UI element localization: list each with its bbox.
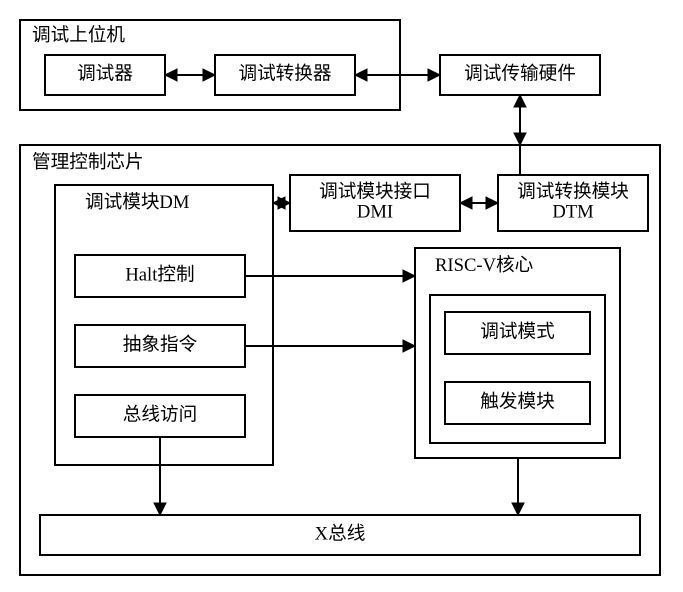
abstract_cmd-label: 抽象指令 [123, 334, 198, 355]
abstract_cmd: 抽象指令 [75, 325, 245, 367]
halt-label: Halt控制 [125, 264, 194, 285]
chip-title: 管理控制芯片 [32, 152, 144, 173]
bus_access: 总线访问 [75, 395, 245, 437]
dmi: 调试模块接口DMI [290, 175, 460, 231]
xbus-label: X总线 [315, 523, 366, 544]
trigger_mod-label: 触发模块 [480, 391, 555, 412]
halt: Halt控制 [75, 255, 245, 297]
dmi-label: 调试模块接口 [319, 181, 431, 202]
transport_hw: 调试传输硬件 [440, 55, 600, 95]
dtm: 调试转换模块DTM [498, 175, 648, 231]
dtm-label: 调试转换模块 [517, 181, 629, 202]
transport_hw-label: 调试传输硬件 [464, 63, 576, 84]
debugger-label: 调试器 [77, 63, 133, 84]
core-title: RISC-V核心 [435, 255, 533, 276]
converter-label: 调试转换器 [238, 63, 331, 84]
debug_mode-label: 调试模式 [480, 321, 554, 342]
host-title: 调试上位机 [32, 25, 125, 46]
trigger_mod: 触发模块 [445, 382, 590, 424]
dm-title: 调试模块DM [85, 192, 189, 213]
converter: 调试转换器 [215, 55, 355, 95]
xbus: X总线 [40, 515, 640, 555]
debugger: 调试器 [45, 55, 165, 95]
debug_mode: 调试模式 [445, 312, 590, 354]
bus_access-label: 总线访问 [123, 404, 197, 425]
dtm-label: DTM [552, 201, 593, 222]
dmi-label: DMI [357, 201, 393, 222]
